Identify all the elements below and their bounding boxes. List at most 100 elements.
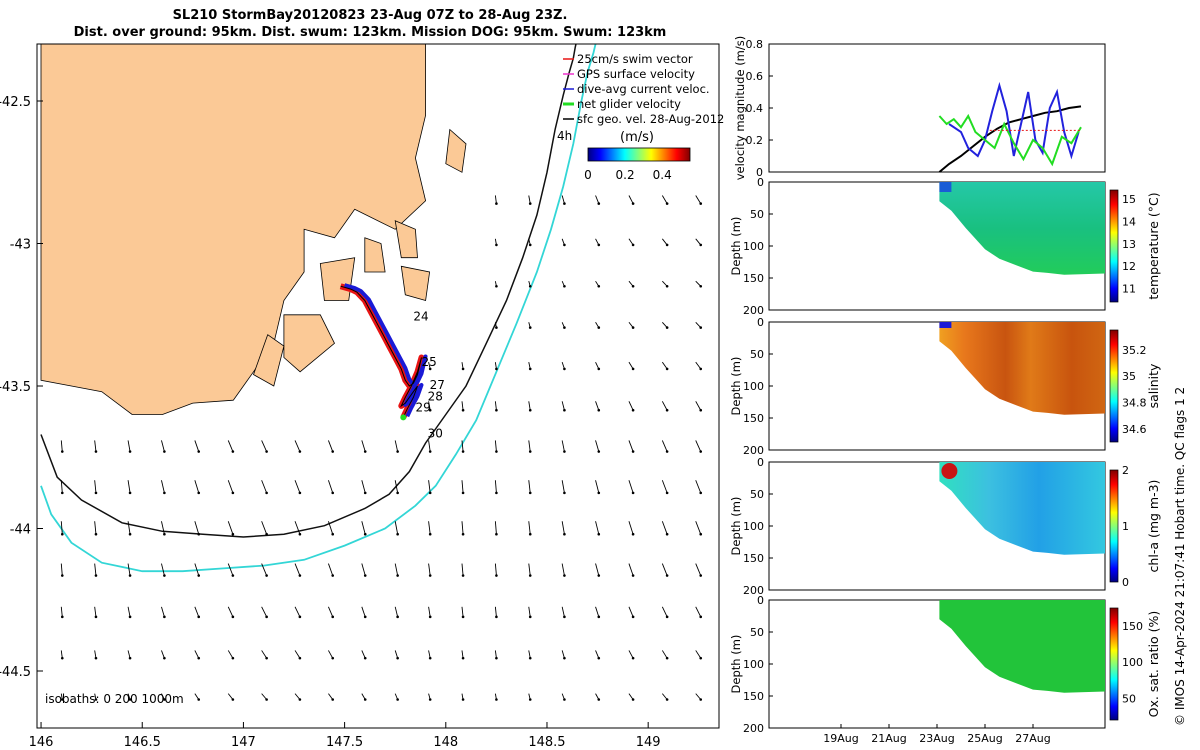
colorbar-label: salinity bbox=[1146, 363, 1161, 408]
velocity-arrow-head bbox=[163, 656, 166, 660]
velocity-arrow-head bbox=[631, 698, 635, 701]
profile-field bbox=[939, 182, 1105, 275]
velocity-arrow bbox=[361, 521, 366, 535]
velocity-arrow-head bbox=[563, 408, 566, 412]
velocity-arrow-head bbox=[60, 698, 64, 701]
velocity-arrow-head bbox=[665, 202, 669, 205]
velocity-arrow-head bbox=[495, 491, 498, 495]
velocity-arrow bbox=[60, 606, 63, 617]
velocity-arrow-head bbox=[631, 656, 635, 660]
velocity-arrow bbox=[695, 238, 702, 246]
velocity-arrow bbox=[194, 440, 200, 452]
velocity-arrow-head bbox=[428, 574, 432, 577]
velocity-arrow bbox=[595, 195, 600, 204]
profile-ytick-label: 50 bbox=[750, 626, 764, 639]
velocity-ytick-label: 0 bbox=[756, 166, 763, 179]
velocity-arrow bbox=[361, 480, 366, 493]
velocity-arrow bbox=[327, 480, 334, 494]
velocity-arrow bbox=[628, 606, 634, 618]
day-label: 30 bbox=[428, 426, 443, 440]
velocity-arrow-head bbox=[665, 284, 669, 288]
velocity-arrow-head bbox=[631, 243, 635, 247]
velocity-arrow-head bbox=[563, 243, 566, 247]
velocity-arrow-head bbox=[631, 615, 635, 619]
velocity-arrow bbox=[227, 650, 234, 659]
velocity-arrow-head bbox=[699, 532, 703, 536]
velocity-arrow-head bbox=[563, 698, 566, 701]
velocity-arrow-head bbox=[60, 615, 64, 619]
day-label: 25 bbox=[422, 355, 437, 369]
velocity-arrow-head bbox=[495, 326, 498, 329]
velocity-arrow bbox=[194, 650, 200, 659]
profile-ytick-label: 200 bbox=[743, 722, 764, 735]
velocity-arrow bbox=[695, 361, 702, 370]
velocity-arrow-head bbox=[495, 532, 498, 536]
velocity-arrow-head bbox=[699, 408, 703, 412]
velocity-ylabel: velocity magnitude (m/s) bbox=[733, 36, 747, 181]
velocity-arrow-head bbox=[231, 574, 235, 577]
velocity-arrow-head bbox=[631, 367, 635, 371]
velocity-arrow-head bbox=[128, 615, 132, 619]
velocity-arrow-head bbox=[231, 491, 235, 495]
velocity-arrow-head bbox=[665, 698, 669, 701]
profile-field bbox=[939, 322, 1105, 415]
velocity-arrow bbox=[661, 440, 668, 452]
velocity-arrow-head bbox=[197, 574, 201, 577]
velocity-arrow-head bbox=[94, 615, 98, 619]
profile-xtick-label: 25Aug bbox=[967, 732, 1002, 745]
velocity-arrow-head bbox=[699, 367, 703, 371]
velocity-arrow-head bbox=[665, 656, 669, 660]
velocity-arrow bbox=[461, 440, 464, 452]
velocity-arrow-head bbox=[428, 656, 432, 660]
velocity-arrow bbox=[528, 606, 531, 617]
velocity-arrow-head bbox=[597, 656, 601, 660]
velocity-arrow bbox=[194, 606, 200, 618]
velocity-arrow-head bbox=[665, 615, 669, 619]
velocity-arrow bbox=[394, 480, 399, 493]
velocity-arrow bbox=[94, 480, 97, 493]
velocity-arrow-head bbox=[528, 574, 532, 577]
velocity-arrow-head bbox=[331, 532, 335, 536]
velocity-ytick-label: 0.8 bbox=[746, 38, 764, 51]
velocity-arrow-head bbox=[363, 656, 367, 660]
velocity-arrow-head bbox=[197, 532, 201, 536]
profile-colorbar bbox=[1109, 607, 1119, 721]
velocity-arrow-head bbox=[331, 698, 335, 701]
map-ytick-label: -43.5 bbox=[0, 380, 31, 395]
velocity-arrow-head bbox=[495, 408, 498, 412]
velocity-arrow bbox=[294, 606, 301, 618]
profile-ylabel: Depth (m) bbox=[729, 357, 743, 416]
velocity-arrow bbox=[494, 521, 497, 535]
velocity-series-2 bbox=[938, 113, 1082, 167]
colorbar-tick-label: 150 bbox=[1122, 620, 1143, 633]
velocity-arrow bbox=[227, 521, 234, 535]
velocity-arrow-head bbox=[597, 243, 601, 247]
velocity-arrow-head bbox=[197, 615, 201, 619]
velocity-arrow bbox=[94, 650, 97, 659]
velocity-arrow-head bbox=[665, 243, 669, 247]
velocity-arrow-head bbox=[563, 532, 566, 536]
velocity-arrow-head bbox=[597, 450, 601, 453]
land-island-6 bbox=[253, 334, 285, 387]
velocity-arrow bbox=[695, 440, 702, 452]
velocity-arrow-head bbox=[163, 532, 166, 536]
velocity-arrow bbox=[695, 401, 702, 411]
chart-title-line1: SL210 StormBay20120823 23-Aug 07Z to 28-… bbox=[172, 8, 568, 23]
velocity-arrow bbox=[595, 480, 600, 493]
velocity-arrow-head bbox=[265, 532, 268, 536]
velocity-arrow bbox=[94, 563, 97, 576]
colorbar-tick-label: 50 bbox=[1122, 692, 1136, 705]
velocity-arrow-head bbox=[597, 574, 601, 577]
velocity-arrow-head bbox=[495, 574, 498, 577]
velocity-arrow-head bbox=[461, 367, 465, 371]
map-ytick-label: -44.5 bbox=[0, 665, 31, 680]
colorbar-tick-label: 12 bbox=[1122, 260, 1136, 273]
colorbar-tick-label: 1 bbox=[1122, 520, 1129, 533]
velocity-arrow bbox=[161, 440, 165, 452]
map-xtick-label: 148.5 bbox=[528, 735, 565, 750]
velocity-arrow-head bbox=[298, 491, 302, 495]
velocity-arrow bbox=[528, 563, 531, 576]
profile-ytick-label: 100 bbox=[743, 520, 764, 533]
velocity-arrow bbox=[561, 606, 565, 617]
